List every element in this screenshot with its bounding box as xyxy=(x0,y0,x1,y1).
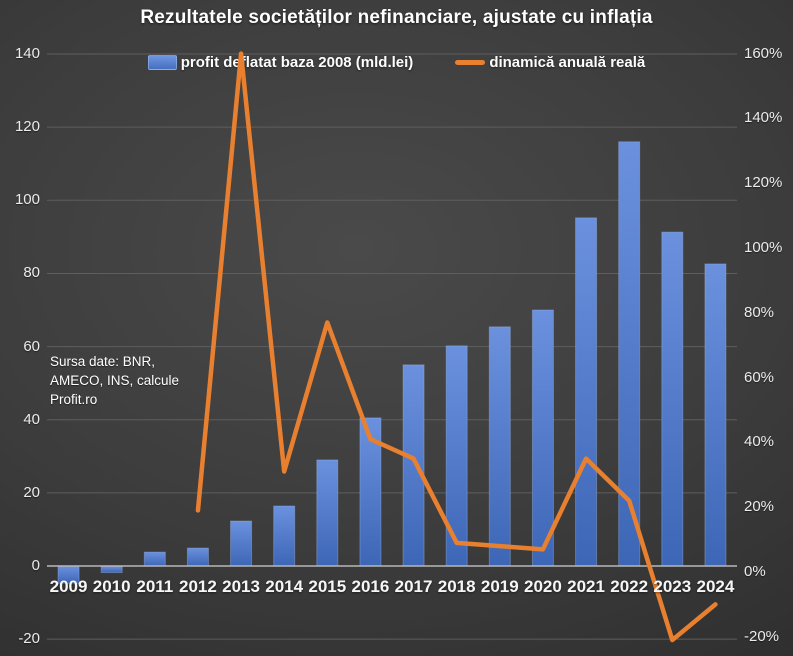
left-axis-tick: 40 xyxy=(23,410,40,428)
right-axis-tick: 60% xyxy=(744,368,775,386)
bar-2013 xyxy=(230,520,253,567)
right-axis-tick: 20% xyxy=(744,498,775,516)
right-axis-tick: 40% xyxy=(744,433,775,451)
bar-2010 xyxy=(100,565,123,574)
source-line: Sursa date: BNR, xyxy=(50,354,156,369)
x-axis-label-2009: 2009 xyxy=(49,577,88,596)
x-axis-label-2022: 2022 xyxy=(610,577,649,596)
x-axis-label-2014: 2014 xyxy=(265,577,304,596)
dynamics-line xyxy=(195,51,718,643)
right-axis-tick: 120% xyxy=(744,174,783,192)
x-axis-label-2012: 2012 xyxy=(179,577,217,596)
x-axis-label-2013: 2013 xyxy=(222,577,260,596)
right-axis-tick: 80% xyxy=(744,303,775,321)
bar-series-swatch-icon xyxy=(147,54,177,70)
bar-2020 xyxy=(531,309,554,567)
x-axis-label-2016: 2016 xyxy=(351,577,390,596)
left-axis-tick: 20 xyxy=(23,483,40,501)
x-axis-label-2015: 2015 xyxy=(308,577,347,596)
x-axis-label-2020: 2020 xyxy=(524,577,562,596)
right-axis-tick: -20% xyxy=(744,627,780,645)
bar-2012 xyxy=(186,547,209,567)
bar-2024 xyxy=(704,263,727,567)
bar-2011 xyxy=(143,551,166,567)
x-axis-label-2010: 2010 xyxy=(92,577,131,596)
bar-2019 xyxy=(488,326,511,567)
x-axis-label-2024: 2024 xyxy=(696,577,735,596)
source-note: Sursa date: BNR, AMECO, INS, calcule Pro… xyxy=(50,352,200,409)
bar-2017 xyxy=(402,364,425,567)
x-axis-label-2018: 2018 xyxy=(437,577,476,596)
left-axis-tick: 80 xyxy=(23,264,40,282)
x-axis-label-2011: 2011 xyxy=(136,577,174,596)
right-axis-tick: 100% xyxy=(744,239,783,256)
chart-title: Rezultatele societăților nefinanciare, a… xyxy=(140,7,653,28)
x-axis-label-2023: 2023 xyxy=(653,577,692,596)
legend-item-dynamics: dinamică anuală reală xyxy=(455,54,645,71)
x-axis-label-2017: 2017 xyxy=(394,577,433,596)
bar-2021 xyxy=(575,217,598,567)
left-axis-tick: 120 xyxy=(14,118,40,136)
left-axis-tick: 0 xyxy=(31,557,40,574)
bar-2015 xyxy=(316,459,339,567)
left-axis-tick: 100 xyxy=(14,191,40,209)
line-series-swatch-icon xyxy=(455,59,486,65)
legend-label-dynamics: dinamică anuală reală xyxy=(489,53,646,71)
left-axis-tick: -20 xyxy=(18,630,40,648)
right-axis-tick: 140% xyxy=(744,109,783,127)
bar-2023 xyxy=(661,231,684,567)
source-line: Profit.ro xyxy=(50,392,98,407)
x-axis-label-2021: 2021 xyxy=(567,577,605,596)
source-line: AMECO, INS, calcule xyxy=(50,373,180,388)
right-axis-tick: 0% xyxy=(744,563,766,580)
left-axis-tick: 140 xyxy=(14,45,40,63)
x-axis-label-2019: 2019 xyxy=(480,577,519,596)
right-axis-tick: 160% xyxy=(744,44,783,62)
left-axis-tick: 60 xyxy=(23,337,40,355)
bar-2014 xyxy=(273,505,296,567)
